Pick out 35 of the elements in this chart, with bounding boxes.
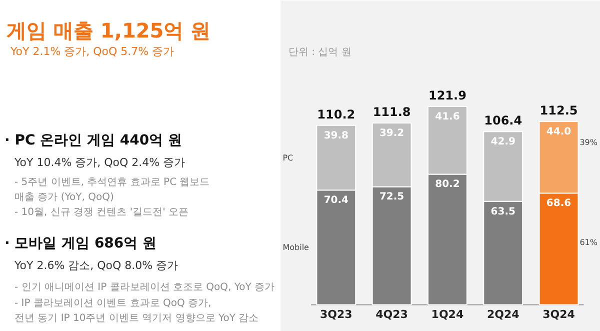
total-label: 106.4 [484, 114, 522, 128]
text: - 인기 애니메이션 IP 콜라보레이션 호조로 QoQ, YoY 증가 [14, 282, 275, 293]
x-tick-label: 3Q24 [542, 308, 576, 322]
x-tick-label: 3Q23 [320, 308, 352, 322]
data-label: 44.0 [546, 126, 572, 138]
data-label: 72.5 [379, 192, 404, 203]
x-tick-label: 2Q24 [486, 308, 520, 322]
data-label: 68.6 [546, 198, 572, 209]
text: PC [282, 153, 294, 162]
text: · PC 온라인 게임 440억 원 [4, 132, 182, 148]
text: - IP 콜라보레이션 이벤트 효과로 QoQ 증가, 전년 동기 IP 10주년 이벤트 역기저 영향으로 YoY 감소 [14, 298, 259, 324]
annotation: 39% [580, 138, 598, 147]
data-label: 63.5 [490, 206, 516, 218]
text: YoY 2.1% 증가, QoQ 5.7% 증가 [10, 45, 174, 58]
total-label: 111.8 [372, 105, 411, 120]
text: · 모바일 게임 686억 원 [4, 236, 157, 252]
total-label: 112.5 [540, 104, 578, 118]
x-tick-label: 4Q23 [376, 308, 408, 322]
text: - 5주년 이벤트, 추석연휴 효과로 PC 웹보드 매출 증가 (YoY, QoQ) [14, 177, 210, 203]
series-label: Mobile [282, 242, 310, 252]
data-label: 70.4 [324, 195, 349, 206]
data-label: 41.6 [435, 111, 460, 122]
text: 단위 : 십억 원 [288, 47, 352, 58]
text: YoY 10.4% 증가, QoQ 2.4% 증가 [14, 156, 186, 169]
total-label: 121.9 [428, 88, 466, 103]
data-label: 80.2 [435, 179, 460, 190]
data-label: 39.8 [324, 130, 349, 142]
annotation: 61% [580, 238, 598, 247]
data-label: 39.2 [379, 128, 404, 139]
total-label: 110.2 [317, 107, 356, 122]
x-tick-label: 1Q24 [431, 308, 464, 322]
text: 게임 매출 1,125억 원 [6, 18, 211, 42]
data-label: 42.9 [490, 136, 516, 148]
text: - 10월, 신규 경쟁 컨텐츠 '길드전' 오픈 [14, 207, 189, 218]
text: YoY 2.6% 감소, QoQ 8.0% 증가 [14, 259, 178, 272]
